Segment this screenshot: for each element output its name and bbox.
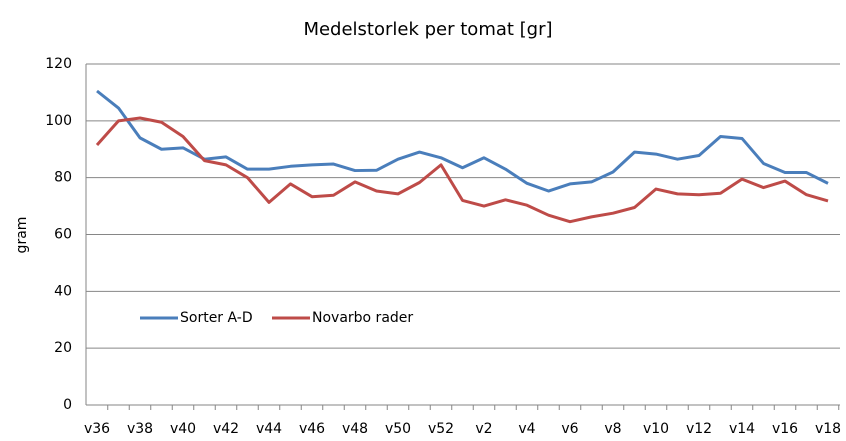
x-tick-label: v2 — [475, 421, 492, 437]
x-tick-label: v6 — [561, 421, 578, 437]
x-tick-label: v46 — [299, 421, 325, 437]
y-tick-label: 120 — [45, 56, 72, 72]
x-tick-label: v12 — [686, 421, 712, 437]
y-tick-label: 80 — [54, 170, 72, 186]
y-tick-label: 40 — [54, 283, 72, 299]
x-tick-label: v16 — [772, 421, 798, 437]
x-tick-label: v18 — [815, 421, 841, 437]
y-tick-label: 60 — [54, 227, 72, 243]
x-tick-label: v40 — [170, 421, 196, 437]
legend-label: Novarbo rader — [312, 310, 413, 326]
y-tick-label: 20 — [54, 340, 72, 356]
y-tick-label: 100 — [45, 113, 72, 129]
x-tick-label: v4 — [518, 421, 535, 437]
x-tick-label: v48 — [342, 421, 368, 437]
x-tick-label: v50 — [385, 421, 411, 437]
x-tick-label: v38 — [127, 421, 153, 437]
series-line — [95, 116, 829, 224]
series-line — [96, 89, 829, 193]
x-tick-label: v8 — [604, 421, 621, 437]
y-tick-label: 0 — [63, 397, 72, 413]
x-tick-label: v10 — [643, 421, 669, 437]
y-axis-label: gram — [14, 217, 30, 254]
chart-title: Medelstorlek per tomat [gr] — [303, 19, 552, 40]
x-tick-label: v44 — [256, 421, 282, 437]
x-tick-label: v42 — [213, 421, 239, 437]
legend-label: Sorter A-D — [180, 310, 253, 326]
x-tick-label: v14 — [729, 421, 755, 437]
x-tick-label: v36 — [84, 421, 110, 437]
x-tick-label: v52 — [428, 421, 454, 437]
